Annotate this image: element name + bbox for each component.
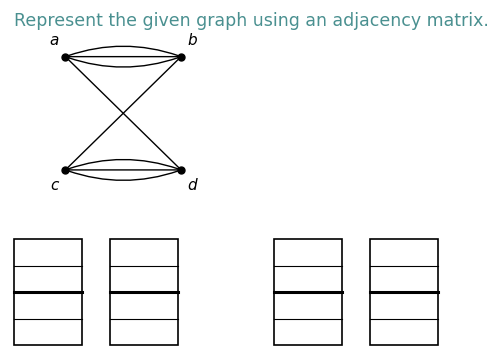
Bar [110,239,178,345]
Text: a: a [50,33,59,48]
Bar [14,239,82,345]
Bar [274,239,342,345]
Text: Represent the given graph using an adjacency matrix.: Represent the given graph using an adjac… [14,12,489,30]
Text: c: c [50,178,58,193]
Text: b: b [187,33,197,48]
Text: d: d [187,178,197,193]
Bar [370,239,438,345]
